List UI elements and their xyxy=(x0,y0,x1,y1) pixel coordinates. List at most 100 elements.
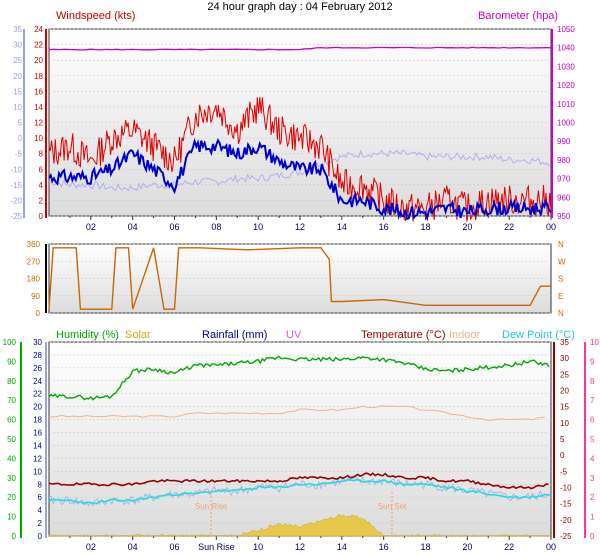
top-xtick-label: 16 xyxy=(379,222,389,232)
top-xtick-label: 04 xyxy=(128,222,138,232)
bot-rain-tick-label: 28 xyxy=(33,351,42,360)
dewpoint-label: Dew Point (°C) xyxy=(502,329,575,341)
top-left-tick-label: 16 xyxy=(34,87,43,96)
barometer-line xyxy=(48,46,552,51)
top-far-left-tick-label: 10 xyxy=(13,103,22,112)
temperature-line xyxy=(48,472,549,490)
bot-rain-tick-label: 10 xyxy=(33,467,42,476)
bot-rain-tick-label: 18 xyxy=(33,416,42,425)
rainfall-label: Rainfall (mm) xyxy=(202,329,268,341)
top-right-tick-label: 950 xyxy=(557,212,571,221)
temperature-label: Temperature (°C) xyxy=(361,329,446,341)
mid-right-tick-label: W xyxy=(558,257,566,266)
bot-temp-tick-label: -25 xyxy=(560,532,572,541)
bot-humidity-tick-label: 40 xyxy=(7,454,16,463)
top-left-tick-label: 20 xyxy=(34,56,43,65)
sunrise-text: Sun Rise xyxy=(195,502,228,511)
dewpoint-line xyxy=(48,478,552,505)
bot-rain-tick-label: 20 xyxy=(33,403,42,412)
bot-xtick-label: Sun Rise xyxy=(198,542,235,552)
humidity-label: Humidity (%) xyxy=(56,329,119,341)
top-xtick-label: 20 xyxy=(462,222,472,232)
top-far-left-tick-label: 25 xyxy=(13,56,22,65)
bot-uv-tick-label: 3 xyxy=(590,474,595,483)
graph-title: 24 hour graph day : 04 February 2012 xyxy=(207,1,393,13)
bot-temp-tick-label: -5 xyxy=(560,467,568,476)
bot-temp-tick-label: -15 xyxy=(560,500,572,509)
top-xtick-label: 12 xyxy=(295,222,305,232)
bot-rain-tick-label: 2 xyxy=(38,519,43,528)
top-left-tick-label: 0 xyxy=(39,212,44,221)
sunset-text: Sun Set xyxy=(378,502,407,511)
bot-uv-tick-label: 10 xyxy=(590,338,599,347)
mid-left-tick-label: 0 xyxy=(36,309,41,318)
bot-uv-tick-label: 7 xyxy=(590,396,595,405)
top-left-tick-label: 4 xyxy=(39,181,44,190)
windspeed-label: Windspeed (kts) xyxy=(56,10,136,22)
solar-area xyxy=(48,514,552,537)
mid-left-tick-label: 360 xyxy=(27,240,41,249)
bot-temp-tick-label: 30 xyxy=(560,354,569,363)
top-far-left-tick-label: 35 xyxy=(13,25,22,34)
uv-label: UV xyxy=(286,329,302,341)
bot-uv-tick-label: 8 xyxy=(590,377,595,386)
bot-uv-tick-label: 6 xyxy=(590,416,595,425)
mid-right-tick-label: N xyxy=(558,309,564,318)
top-xtick-label: 02 xyxy=(86,222,96,232)
indoor-line xyxy=(48,405,545,422)
top-far-left-tick-label: -10 xyxy=(10,165,22,174)
top-left-tick-label: 2 xyxy=(39,196,44,205)
bot-xtick-label: 10 xyxy=(253,542,263,552)
mid-plot-area xyxy=(48,243,552,314)
top-xtick-label: 18 xyxy=(420,222,430,232)
top-xtick-label: 22 xyxy=(504,222,514,232)
bot-rain-tick-label: 16 xyxy=(33,429,42,438)
bot-rain-tick-label: 0 xyxy=(38,532,43,541)
top-xtick-label: 08 xyxy=(211,222,221,232)
bot-xtick-label: 16 xyxy=(379,542,389,552)
top-right-tick-label: 960 xyxy=(557,193,571,202)
top-right-tick-label: 970 xyxy=(557,175,571,184)
bot-rain-tick-label: 30 xyxy=(33,338,42,347)
bot-temp-tick-label: 25 xyxy=(560,370,569,379)
mid-left-tick-label: 270 xyxy=(27,257,41,266)
top-right-tick-label: 1010 xyxy=(557,100,575,109)
bot-humidity-tick-label: 50 xyxy=(7,435,16,444)
top-left-tick-label: 22 xyxy=(34,41,43,50)
bot-uv-tick-label: 4 xyxy=(590,454,595,463)
top-left-tick-label: 8 xyxy=(39,150,44,159)
bot-temp-tick-label: -10 xyxy=(560,484,572,493)
bot-plot-area xyxy=(48,341,552,537)
top-left-tick-label: 18 xyxy=(34,72,43,81)
bot-xtick-label: 06 xyxy=(169,542,179,552)
top-xtick-label: 10 xyxy=(253,222,263,232)
bot-rain-tick-label: 12 xyxy=(33,454,42,463)
bot-temp-tick-label: 35 xyxy=(560,338,569,347)
top-left-tick-label: 12 xyxy=(34,119,43,128)
top-far-left-tick-label: 30 xyxy=(13,41,22,50)
bot-xtick-label: 12 xyxy=(295,542,305,552)
top-far-left-tick-label: -20 xyxy=(10,196,22,205)
bot-rain-tick-label: 26 xyxy=(33,364,42,373)
top-left-tick-label: 14 xyxy=(34,103,43,112)
mid-left-tick-label: 90 xyxy=(31,292,40,301)
top-right-tick-label: 1030 xyxy=(557,62,575,71)
top-right-tick-label: 980 xyxy=(557,156,571,165)
bot-humidity-tick-label: 90 xyxy=(7,357,16,366)
windspeed-avg-line xyxy=(48,137,552,222)
top-right-tick-label: 1020 xyxy=(557,81,575,90)
top-far-left-tick-label: -25 xyxy=(10,212,22,221)
top-xtick-label: 14 xyxy=(337,222,347,232)
bot-humidity-tick-label: 20 xyxy=(7,493,16,502)
bot-uv-tick-label: 5 xyxy=(590,435,595,444)
solar-label: Solar xyxy=(125,329,151,341)
bot-humidity-tick-label: 80 xyxy=(7,377,16,386)
top-temperature-line xyxy=(48,149,550,192)
humidity-line xyxy=(48,355,550,401)
bot-humidity-tick-label: 30 xyxy=(7,474,16,483)
top-left-tick-label: 24 xyxy=(34,25,43,34)
top-left-tick-label: 6 xyxy=(39,165,44,174)
top-right-tick-label: 1050 xyxy=(557,25,575,34)
barometer-label: Barometer (hpa) xyxy=(478,10,559,22)
